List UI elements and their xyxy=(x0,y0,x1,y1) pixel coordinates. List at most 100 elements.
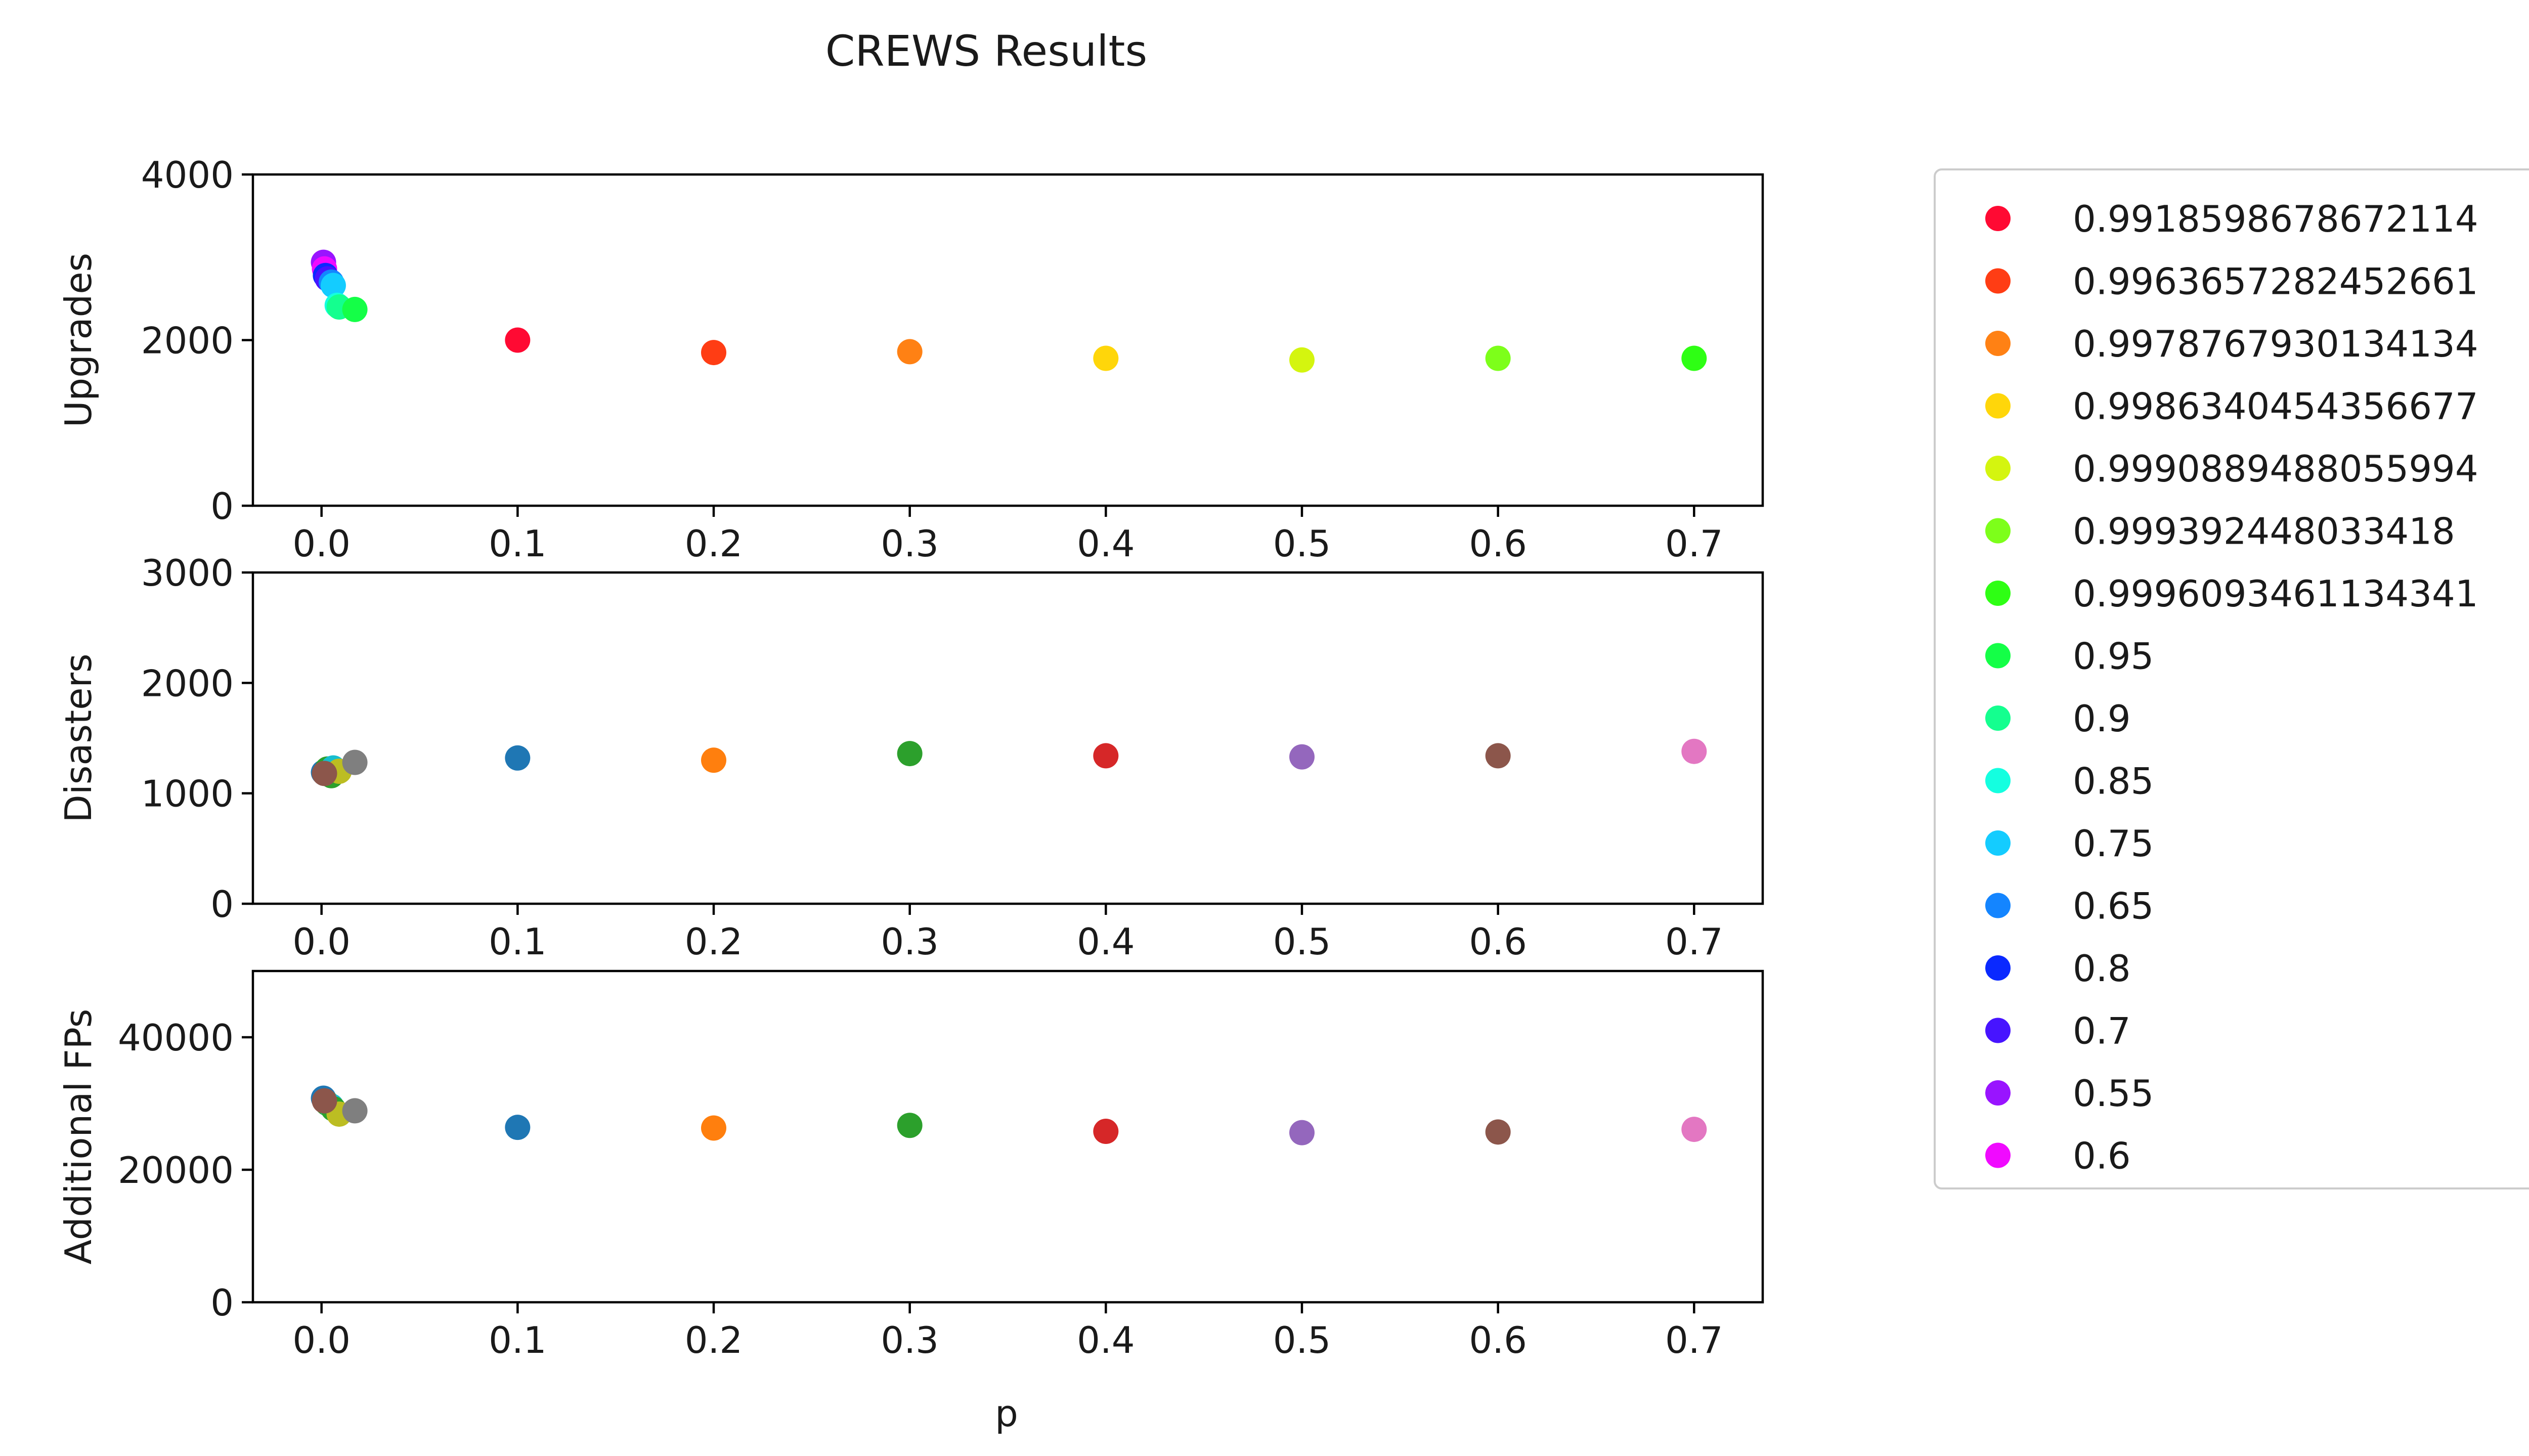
upgrades-axes-frame xyxy=(251,173,1764,507)
additional-fps-panel: 0 20000 40000 0.0 0.1 0.2 0.3 0.4 0.5 0.6 0.7 Addit… xyxy=(57,969,1764,1361)
y-tick-label: 0 xyxy=(210,1282,234,1324)
legend-marker xyxy=(1985,268,2011,294)
legend-marker xyxy=(1985,518,2011,544)
x-tick-label: 0.1 xyxy=(489,1319,547,1361)
y-tick-label: 2000 xyxy=(141,662,234,704)
legend-label: 0.65 xyxy=(2073,885,2154,928)
y-tick-label: 3000 xyxy=(141,552,234,594)
legend-marker xyxy=(1985,1018,2011,1043)
legend-label: 0.55 xyxy=(2073,1072,2154,1115)
legend-marker xyxy=(1985,768,2011,793)
data-point xyxy=(505,745,531,771)
chart-title: CREWS Results xyxy=(825,26,1147,76)
x-axis-label: p xyxy=(995,1392,1018,1435)
data-point xyxy=(505,327,531,353)
legend-label: 0.9996093461134341 xyxy=(2073,572,2478,615)
additional-fps-axes-frame xyxy=(251,969,1764,1304)
upgrades-y-axis-label: Upgrades xyxy=(57,253,100,427)
data-point xyxy=(701,340,727,366)
y-tick-label: 20000 xyxy=(118,1149,234,1192)
data-point xyxy=(897,339,923,365)
legend-marker xyxy=(1985,1142,2011,1168)
x-tick-label: 0.0 xyxy=(292,522,351,565)
legend-label: 0.9990889488055994 xyxy=(2073,448,2478,490)
x-tick-label: 0.6 xyxy=(1469,1319,1527,1361)
x-tick-label: 0.6 xyxy=(1469,522,1527,565)
x-tick-label: 0.3 xyxy=(881,522,939,565)
disasters-y-axis-label: Disasters xyxy=(57,653,100,822)
upgrades-panel: 0 2000 4000 0.0 0.1 0.2 0.3 0.4 0.5 0.6 0.7 Upgrade… xyxy=(57,154,1764,565)
data-point xyxy=(1681,1117,1707,1142)
legend-marker xyxy=(1985,955,2011,981)
data-point xyxy=(1485,345,1511,371)
legend-frame xyxy=(1934,168,2529,1189)
x-tick-label: 0.1 xyxy=(489,920,547,963)
data-point xyxy=(1289,347,1315,373)
data-point xyxy=(312,761,337,786)
x-tick-label: 0.1 xyxy=(489,522,547,565)
data-point xyxy=(342,296,368,322)
legend-label: 0.85 xyxy=(2073,760,2154,803)
x-tick-label: 0.4 xyxy=(1077,1319,1135,1361)
data-point xyxy=(1093,345,1119,371)
y-tick-label: 2000 xyxy=(141,320,234,362)
data-point xyxy=(1681,345,1707,371)
x-tick-label: 0.7 xyxy=(1665,920,1723,963)
x-tick-label: 0.0 xyxy=(292,1319,351,1361)
legend-marker xyxy=(1985,393,2011,419)
data-point xyxy=(342,1098,368,1124)
data-point xyxy=(505,1115,531,1140)
legend-marker xyxy=(1985,331,2011,356)
legend: 0.9918598678672114 0.9963657282452661 0.99… xyxy=(1934,168,2529,1189)
additional-fps-y-axis-label: Additional FPs xyxy=(57,1009,100,1264)
legend-marker xyxy=(1985,456,2011,481)
data-point xyxy=(897,741,923,767)
data-point xyxy=(1289,744,1315,770)
x-tick-label: 0.2 xyxy=(685,920,743,963)
x-tick-label: 0.2 xyxy=(685,522,743,565)
legend-label: 0.8 xyxy=(2073,947,2131,990)
legend-marker xyxy=(1985,830,2011,856)
x-tick-label: 0.5 xyxy=(1273,522,1331,565)
legend-label: 0.9 xyxy=(2073,697,2131,740)
x-tick-label: 0.6 xyxy=(1469,920,1527,963)
legend-label: 0.7 xyxy=(2073,1010,2131,1052)
legend-marker xyxy=(1985,1080,2011,1106)
y-tick-label: 0 xyxy=(210,883,234,925)
x-tick-label: 0.4 xyxy=(1077,522,1135,565)
legend-label: 0.9978767930134134 xyxy=(2073,323,2478,365)
data-point xyxy=(701,747,727,773)
legend-label: 0.9918598678672114 xyxy=(2073,198,2478,240)
data-point xyxy=(897,1113,923,1138)
legend-label: 0.95 xyxy=(2073,635,2154,678)
x-tick-label: 0.4 xyxy=(1077,920,1135,963)
data-point xyxy=(1289,1120,1315,1145)
data-point xyxy=(1681,738,1707,764)
x-tick-label: 0.5 xyxy=(1273,920,1331,963)
data-point xyxy=(1485,1119,1511,1145)
x-tick-label: 0.7 xyxy=(1665,1319,1723,1361)
y-tick-label: 4000 xyxy=(141,154,234,196)
data-point xyxy=(312,1088,337,1114)
x-tick-label: 0.5 xyxy=(1273,1319,1331,1361)
y-tick-label: 40000 xyxy=(118,1017,234,1059)
data-point xyxy=(1485,743,1511,769)
data-point xyxy=(1093,743,1119,769)
y-tick-label: 0 xyxy=(210,485,234,527)
data-point xyxy=(1093,1119,1119,1144)
legend-label: 0.9986340454356677 xyxy=(2073,385,2478,428)
legend-label: 0.9963657282452661 xyxy=(2073,260,2478,303)
legend-label: 0.999392448033418 xyxy=(2073,510,2455,553)
legend-marker xyxy=(1985,705,2011,731)
legend-marker xyxy=(1985,206,2011,231)
y-tick-label: 1000 xyxy=(141,773,234,815)
x-tick-label: 0.7 xyxy=(1665,522,1723,565)
data-point xyxy=(701,1115,727,1141)
data-point xyxy=(320,273,346,298)
x-tick-label: 0.0 xyxy=(292,920,351,963)
x-tick-label: 0.3 xyxy=(881,920,939,963)
legend-label: 0.6 xyxy=(2073,1135,2131,1177)
legend-marker xyxy=(1985,893,2011,918)
x-tick-label: 0.3 xyxy=(881,1319,939,1361)
